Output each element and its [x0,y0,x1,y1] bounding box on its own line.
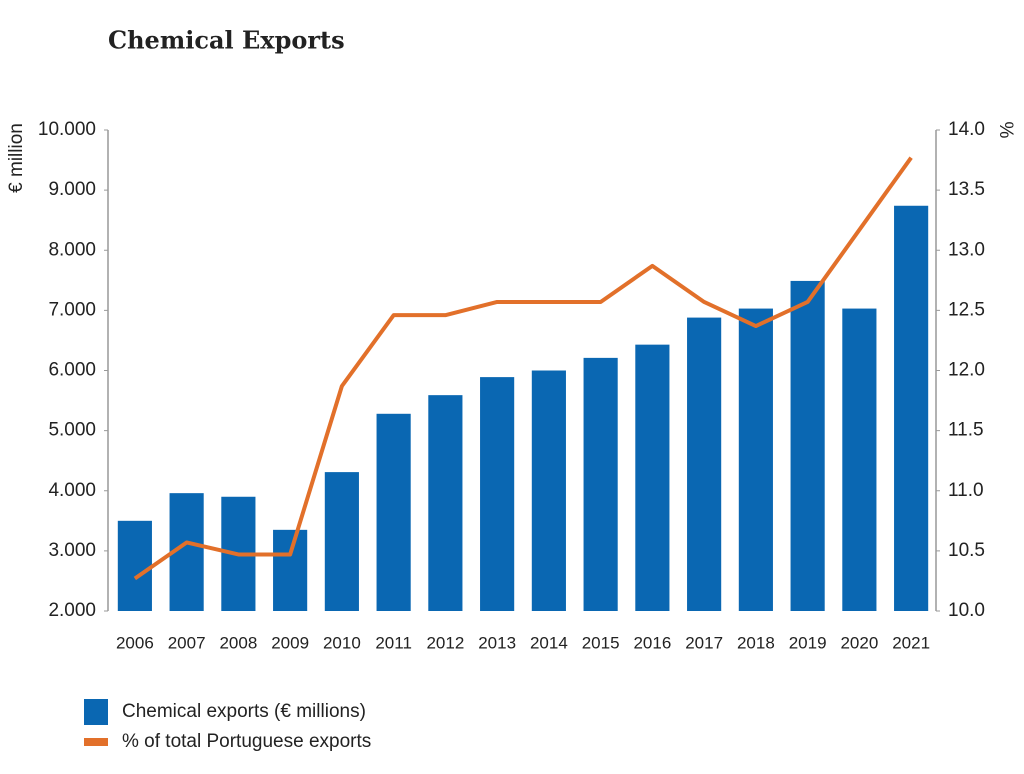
chart-title: Chemical Exports [108,26,345,55]
bar [273,529,308,611]
y-tick-label: 3.000 [48,540,96,561]
x-tick-label: 2016 [633,633,671,652]
y2-tick-label: 13.5 [948,179,985,200]
x-tick-label: 2013 [478,633,516,652]
y-axis-title: € million [6,123,27,193]
y2-tick-label: 14.0 [948,119,985,140]
y2-tick-label: 11.0 [948,480,984,501]
x-tick-label: 2020 [840,633,878,652]
bar [687,317,722,611]
bar [428,395,463,611]
x-tick-label: 2010 [323,633,361,652]
y2-tick-label: 10.0 [948,600,985,621]
legend-label: % of total Portuguese exports [122,731,371,752]
y-tick-label: 10.000 [38,119,96,140]
x-tick-label: 2009 [271,633,309,652]
x-tick-label: 2008 [219,633,257,652]
legend-swatch [84,738,108,746]
y-tick-label: 2.000 [48,600,96,621]
legend-swatch [84,699,108,725]
x-tick-label: 2015 [582,633,620,652]
y-tick-label: 9.000 [48,179,96,200]
bar [531,370,566,611]
x-tick-label: 2006 [116,633,154,652]
x-tick-label: 2017 [685,633,723,652]
y-tick-label: 8.000 [48,239,96,260]
bar [583,357,618,611]
y-tick-label: 5.000 [48,420,96,441]
y-tick-label: 6.000 [48,360,96,381]
bar [738,308,773,611]
y2-tick-label: 12.0 [948,360,985,381]
bar [480,377,515,611]
bar [117,520,152,611]
x-tick-label: 2011 [375,633,412,652]
legend-label: Chemical exports (€ millions) [122,701,366,722]
x-tick-label: 2021 [892,633,930,652]
y2-tick-label: 11.5 [948,420,984,441]
bar [842,308,877,611]
x-tick-label: 2012 [426,633,464,652]
line [133,156,913,581]
bar [324,472,359,611]
y2-axis-title: % [995,122,1016,139]
x-tick-label: 2019 [789,633,827,652]
bar [790,280,825,611]
bar [376,413,411,611]
x-tick-label: 2014 [530,633,568,652]
x-tick-label: 2007 [168,633,206,652]
y-tick-label: 4.000 [48,480,96,501]
y2-tick-label: 10.5 [948,540,985,561]
bar [894,205,929,611]
x-tick-label: 2018 [737,633,775,652]
y2-tick-label: 13.0 [948,239,985,260]
bar [635,344,670,611]
y2-tick-label: 12.5 [948,299,985,320]
y-tick-label: 7.000 [48,299,96,320]
